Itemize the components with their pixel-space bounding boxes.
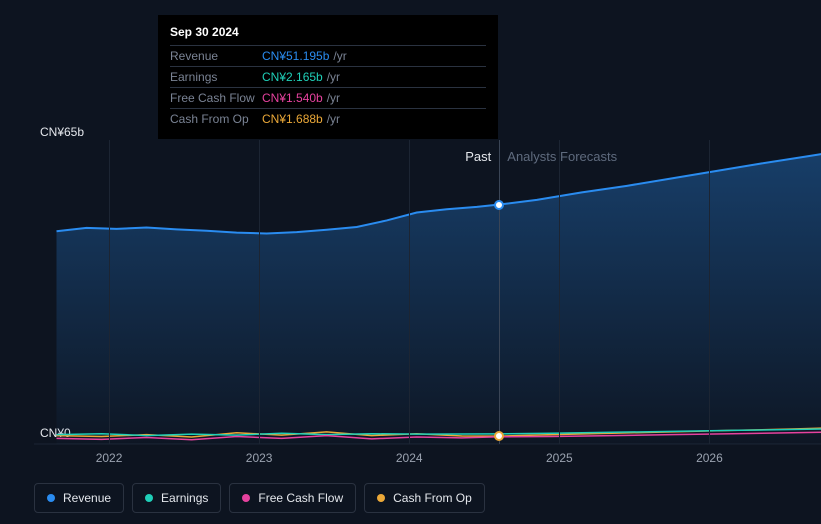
tooltip-metric-label: Free Cash Flow xyxy=(170,91,262,105)
tooltip-metric-value: CN¥2.165b xyxy=(262,70,323,84)
section-label-past: Past xyxy=(34,149,491,164)
xaxis-tick-label: 2023 xyxy=(246,451,273,465)
xaxis-tick-label: 2024 xyxy=(396,451,423,465)
legend-dot-icon xyxy=(242,494,250,502)
xaxis-tick-label: 2025 xyxy=(546,451,573,465)
legend-item[interactable]: Earnings xyxy=(132,483,221,513)
legend-label: Revenue xyxy=(63,491,111,505)
tooltip-metric-unit: /yr xyxy=(327,91,340,105)
tooltip-metric-value: CN¥1.540b xyxy=(262,91,323,105)
data-marker xyxy=(494,200,504,210)
legend-item[interactable]: Cash From Op xyxy=(364,483,485,513)
xaxis-tick-label: 2026 xyxy=(696,451,723,465)
legend-item[interactable]: Free Cash Flow xyxy=(229,483,356,513)
xaxis-tick-label: 2022 xyxy=(96,451,123,465)
past-forecast-divider xyxy=(499,140,500,444)
tooltip-metric-label: Revenue xyxy=(170,49,262,63)
tooltip-metric-value: CN¥1.688b xyxy=(262,112,323,126)
legend-dot-icon xyxy=(377,494,385,502)
gridline-vertical xyxy=(409,140,410,444)
tooltip-metric-unit: /yr xyxy=(333,49,346,63)
tooltip-metric-unit: /yr xyxy=(327,70,340,84)
legend-label: Free Cash Flow xyxy=(258,491,343,505)
legend-dot-icon xyxy=(47,494,55,502)
legend-label: Cash From Op xyxy=(393,491,472,505)
tooltip-row: Free Cash FlowCN¥1.540b/yr xyxy=(170,87,486,108)
tooltip-row: EarningsCN¥2.165b/yr xyxy=(170,66,486,87)
tooltip-metric-label: Cash From Op xyxy=(170,112,262,126)
tooltip-metric-label: Earnings xyxy=(170,70,262,84)
chart-tooltip: Sep 30 2024 RevenueCN¥51.195b/yrEarnings… xyxy=(158,15,498,139)
legend-dot-icon xyxy=(145,494,153,502)
tooltip-metric-unit: /yr xyxy=(327,112,340,126)
legend-item[interactable]: Revenue xyxy=(34,483,124,513)
financial-chart: Sep 30 2024 RevenueCN¥51.195b/yrEarnings… xyxy=(17,0,805,524)
tooltip-row: RevenueCN¥51.195b/yr xyxy=(170,45,486,66)
gridline-vertical xyxy=(109,140,110,444)
gridline-vertical xyxy=(259,140,260,444)
chart-legend: Revenue Earnings Free Cash Flow Cash From O… xyxy=(34,483,485,513)
tooltip-metric-value: CN¥51.195b xyxy=(262,49,329,63)
section-label-forecast: Analysts Forecasts xyxy=(507,149,617,164)
tooltip-row: Cash From OpCN¥1.688b/yr xyxy=(170,108,486,129)
legend-label: Earnings xyxy=(161,491,208,505)
data-marker xyxy=(494,431,504,441)
gridline-vertical xyxy=(709,140,710,444)
tooltip-date: Sep 30 2024 xyxy=(170,25,486,45)
gridline-vertical xyxy=(559,140,560,444)
